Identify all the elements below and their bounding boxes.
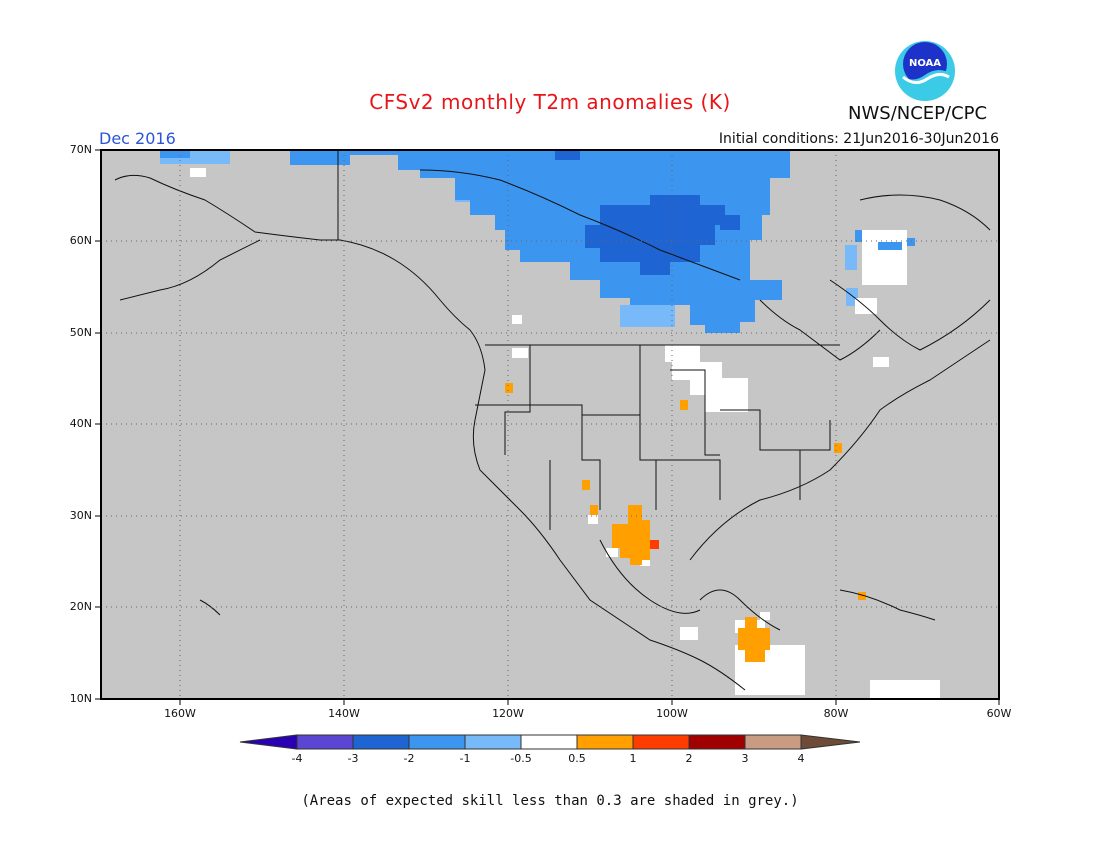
lon-label: 100W [656, 707, 688, 720]
colorbar-label: 4 [797, 752, 805, 765]
axis-ticks [95, 149, 1000, 705]
lon-label: 140W [328, 707, 360, 720]
lon-label: 80W [823, 707, 849, 720]
lat-label: 30N [69, 509, 92, 522]
noaa-logo: NOAA [895, 41, 955, 101]
map-title: CFSv2 monthly T2m anomalies (K) [369, 90, 731, 114]
lon-label: 160W [164, 707, 196, 720]
lat-label: 10N [69, 692, 92, 705]
lon-label: 60W [986, 707, 1012, 720]
skill-note: (Areas of expected skill less than 0.3 a… [301, 793, 799, 809]
colorbar-label: -0.5 [510, 752, 532, 765]
lon-label: 120W [492, 707, 524, 720]
colorbar-label: -1 [459, 752, 471, 765]
map-outlines [114, 169, 991, 691]
colorbar-label: 0.5 [568, 752, 586, 765]
colorbar-label: 3 [741, 752, 749, 765]
valid-month: Dec 2016 [99, 129, 176, 148]
colorbar-label: -3 [347, 752, 359, 765]
agency-label: NWS/NCEP/CPC [848, 103, 988, 124]
state-borders [337, 150, 840, 530]
colorbar-high-arrow [800, 734, 861, 750]
colorbar-label: 1 [629, 752, 637, 765]
colorbar-label: 2 [685, 752, 693, 765]
initial-conditions: Initial conditions: 21Jun2016-30Jun2016 [718, 131, 999, 147]
logo-text: NOAA [909, 58, 941, 69]
colorbar [239, 734, 861, 750]
lat-label: 70N [69, 143, 92, 156]
colorbar-label: -2 [403, 752, 415, 765]
anomaly-dark-blue [555, 150, 740, 275]
anomaly-orange [505, 383, 866, 662]
lat-label: 20N [69, 600, 92, 613]
colorbar-label: -4 [291, 752, 303, 765]
colorbar-low-arrow [239, 734, 298, 750]
anomaly-red [650, 540, 659, 549]
lat-label: 40N [69, 417, 92, 430]
lat-label: 60N [69, 234, 92, 247]
lat-label: 50N [69, 326, 92, 339]
